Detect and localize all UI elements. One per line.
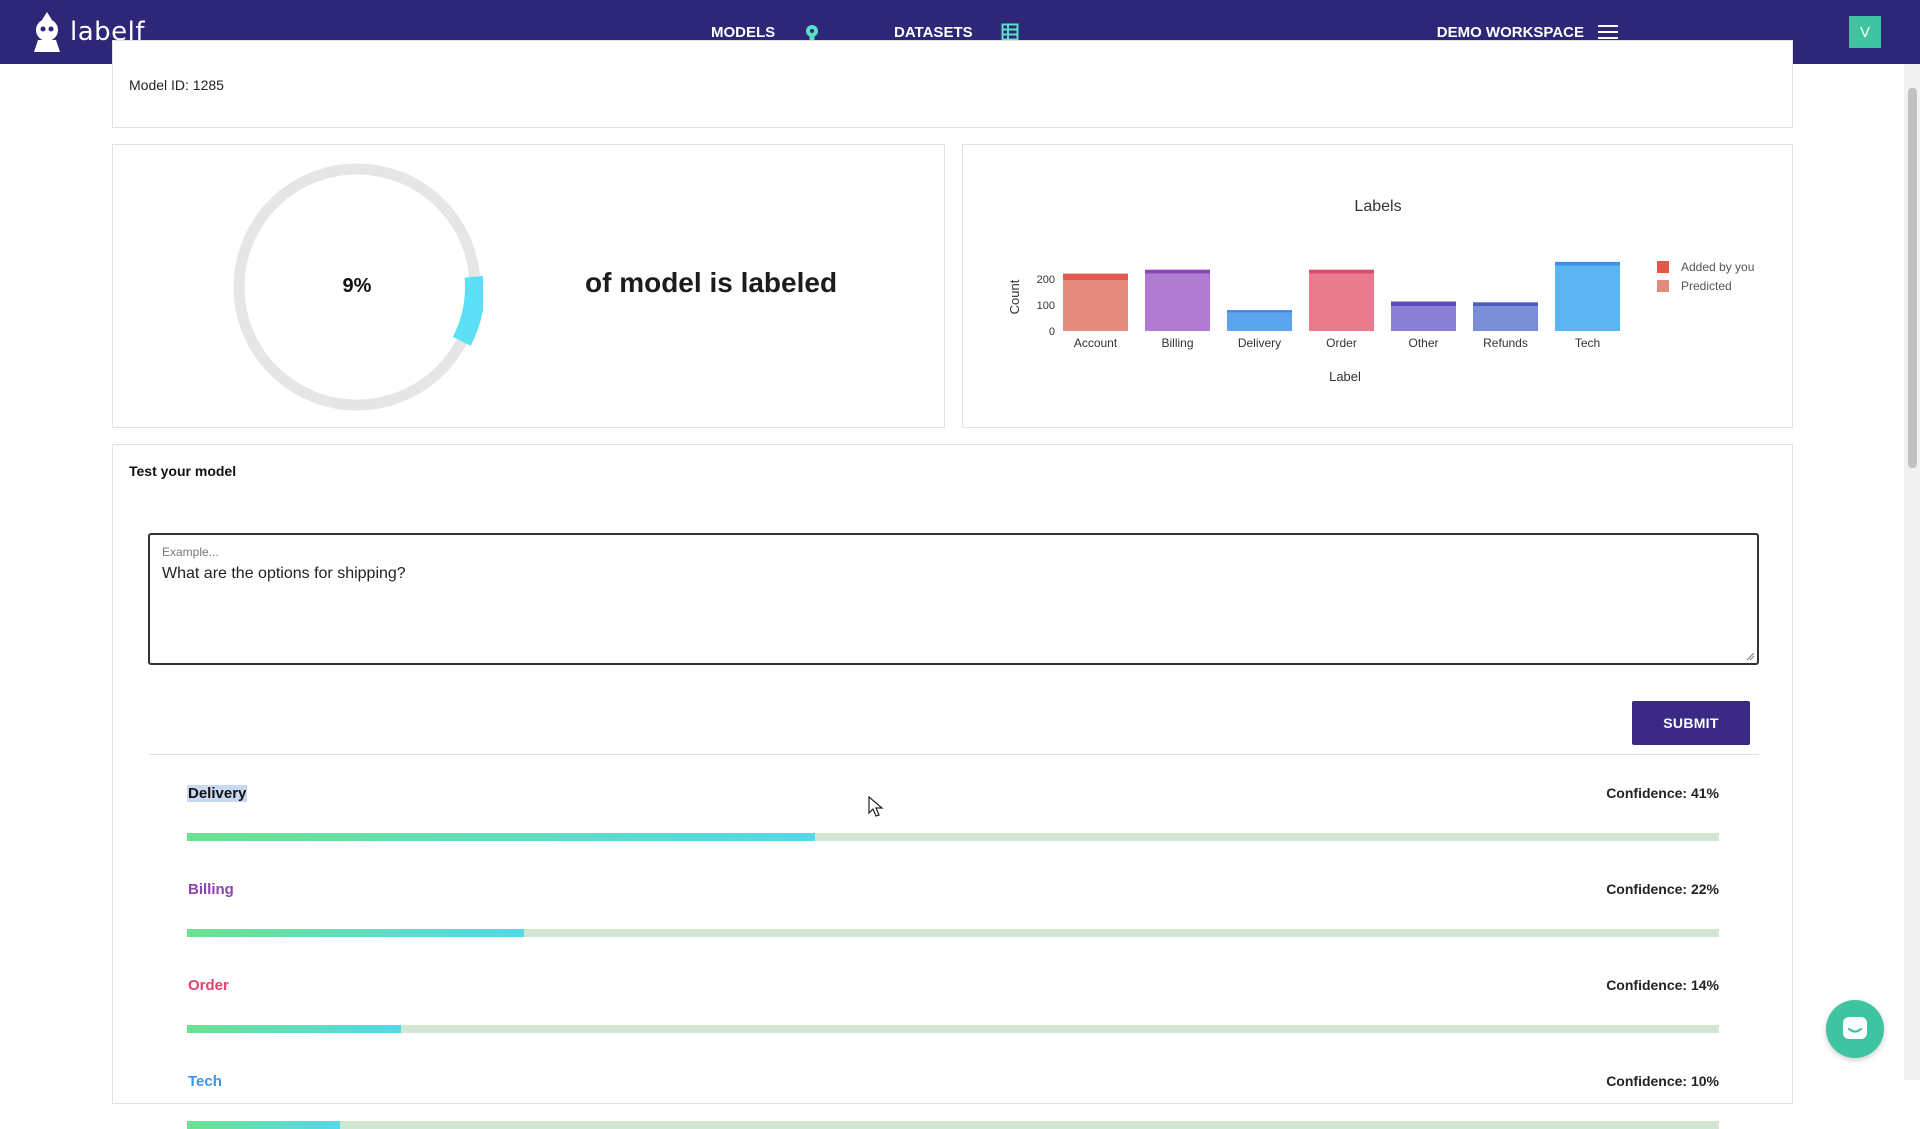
bar-added-by-you (1309, 269, 1374, 274)
result-confidence: Confidence: 10% (1606, 1073, 1719, 1089)
workspace-menu[interactable]: DEMO WORKSPACE (1437, 0, 1618, 64)
nav-models[interactable]: MODELS (711, 0, 821, 64)
confidence-bar-track (187, 833, 1719, 841)
models-icon (806, 25, 819, 40)
progress-donut-fill (231, 161, 483, 413)
y-tick-label: 100 (1037, 300, 1055, 312)
submit-button[interactable]: SUBMIT (1632, 701, 1750, 745)
confidence-bar-track (187, 1121, 1719, 1129)
y-tick-label: 200 (1037, 274, 1055, 286)
legend-entry: Added by you (1681, 260, 1754, 274)
labeling-progress-card: 9% of model is labeled (112, 144, 945, 428)
menu-icon (1598, 25, 1618, 39)
x-tick-label: Tech (1575, 336, 1600, 350)
x-tick-label: Other (1408, 336, 1438, 350)
bar-predicted (1391, 306, 1456, 331)
bar-added-by-you (1063, 273, 1128, 281)
bar-predicted (1473, 306, 1538, 331)
progress-caption: of model is labeled (585, 267, 838, 298)
legend-swatch (1657, 280, 1669, 292)
confidence-bar-track (187, 1025, 1719, 1033)
bar-added-by-you (1145, 269, 1210, 274)
page-scrollbar-thumb[interactable] (1908, 88, 1917, 468)
chart-title: Labels (1354, 198, 1401, 215)
x-axis-label: Label (1329, 369, 1361, 384)
result-confidence: Confidence: 41% (1606, 785, 1719, 801)
avatar[interactable]: V (1849, 16, 1881, 48)
x-tick-label: Account (1074, 336, 1118, 350)
chat-icon (1843, 1017, 1867, 1039)
result-label: Order (188, 977, 229, 994)
progress-percent: 9% (342, 275, 372, 297)
confidence-bar-fill (187, 1121, 341, 1129)
workspace-label: DEMO WORKSPACE (1436, 23, 1584, 41)
x-tick-label: Delivery (1238, 336, 1281, 350)
x-tick-label: Billing (1161, 336, 1193, 350)
model-info-card: Model ID: 1285 (112, 40, 1793, 128)
example-value[interactable]: What are the options for shipping? (162, 565, 406, 582)
bar-added-by-you (1555, 261, 1620, 266)
progress-donut (231, 161, 483, 413)
confidence-bar-track (187, 929, 1719, 937)
bar-predicted (1227, 312, 1292, 331)
y-axis-label: Count (1007, 279, 1022, 314)
example-label: Example... (162, 545, 219, 559)
nav-datasets[interactable]: DATASETS (894, 0, 1019, 64)
logo-icon (34, 12, 60, 52)
nav-datasets-label: DATASETS (894, 23, 973, 41)
model-id: Model ID: 1285 (129, 77, 224, 93)
chat-launcher[interactable] (1826, 1000, 1884, 1058)
result-label: Tech (188, 1073, 222, 1090)
nav-models-label: MODELS (711, 23, 776, 41)
result-confidence: Confidence: 22% (1606, 881, 1719, 897)
example-textarea[interactable]: Example... What are the options for ship… (148, 533, 1759, 665)
result-confidence: Confidence: 14% (1606, 977, 1719, 993)
divider (149, 754, 1759, 755)
bar-predicted (1063, 280, 1128, 331)
legend-entry: Predicted (1681, 279, 1732, 293)
bar-added-by-you (1473, 302, 1538, 307)
test-title: Test your model (129, 463, 237, 479)
confidence-bar-fill (187, 929, 525, 937)
bar-predicted (1309, 273, 1374, 331)
legend-swatch (1657, 261, 1669, 273)
labels-chart-card: Labels Count 0 100 200 Account Billing Delivery… (962, 144, 1793, 428)
test-model-card: Test your model Example... What are the … (112, 444, 1793, 1129)
confidence-bar-fill (187, 1025, 402, 1033)
bar-added-by-you (1227, 310, 1292, 313)
x-tick-label: Refunds (1483, 336, 1528, 350)
labels-bar-chart: Labels Count 0 100 200 Account Billing Delivery… (1007, 198, 1754, 384)
y-tick-label: 0 (1049, 326, 1055, 338)
bar-predicted (1145, 273, 1210, 331)
confidence-bar-fill (187, 833, 816, 841)
cursor-icon (868, 796, 884, 817)
bar-predicted (1555, 265, 1620, 331)
x-tick-label: Order (1326, 336, 1357, 350)
resize-grip-icon[interactable] (1745, 651, 1755, 661)
datasets-icon (1001, 23, 1019, 41)
bar-added-by-you (1391, 301, 1456, 307)
result-label: Delivery (187, 785, 248, 802)
result-label: Billing (188, 881, 234, 898)
